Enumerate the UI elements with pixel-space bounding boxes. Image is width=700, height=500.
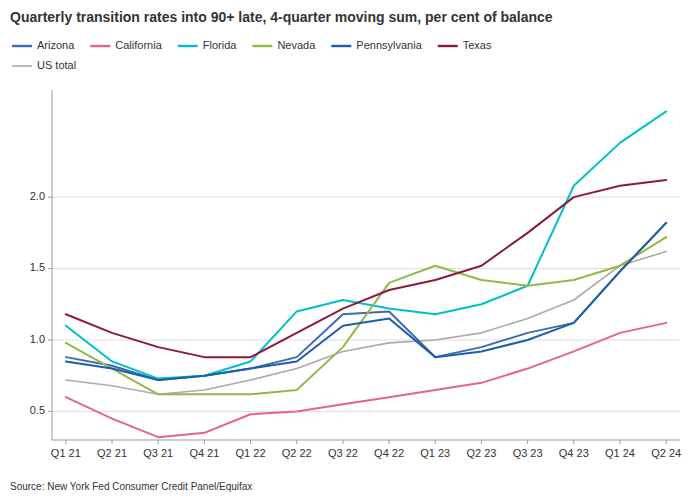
x-tick (158, 440, 159, 444)
grid-line (52, 197, 680, 198)
legend-label: Texas (463, 39, 492, 51)
legend-swatch (90, 45, 110, 47)
legend-swatch (12, 45, 32, 47)
x-tick (435, 440, 436, 444)
series-line (66, 223, 666, 380)
x-tick (204, 440, 205, 444)
x-tick-label: Q1 23 (420, 447, 450, 459)
lines (66, 111, 666, 437)
x-tick-label: Q3 21 (143, 447, 173, 459)
y-axis-line (52, 90, 53, 440)
legend-swatch (178, 45, 198, 47)
x-tick-label: Q2 22 (282, 447, 312, 459)
series-line (66, 180, 666, 357)
x-tick (296, 440, 297, 444)
x-tick (65, 440, 66, 444)
y-tick-label: 0.5 (30, 404, 45, 416)
x-axis-line (52, 440, 680, 441)
x-tick (112, 440, 113, 444)
x-tick (619, 440, 620, 444)
x-tick-label: Q1 21 (51, 447, 81, 459)
y-tick-label: 1.0 (30, 333, 45, 345)
legend-label: Arizona (37, 39, 75, 51)
legend-swatch (331, 45, 351, 47)
x-tick-label: Q4 22 (374, 447, 404, 459)
legend-swatch (438, 45, 458, 47)
series-line (66, 223, 666, 380)
x-tick-label: Q4 23 (559, 447, 589, 459)
x-tick-label: Q1 24 (605, 447, 635, 459)
y-tick (48, 197, 52, 198)
x-tick (389, 440, 390, 444)
grid-line (52, 268, 680, 269)
y-tick (48, 340, 52, 341)
background (0, 0, 700, 500)
chart: Quarterly transition rates into 90+ late… (0, 0, 700, 500)
series-line (66, 237, 666, 394)
x-tick-label: Q4 21 (189, 447, 219, 459)
x-tick (666, 440, 667, 444)
series-line (66, 111, 666, 378)
legend-label: US total (37, 59, 76, 71)
source-note: Source: New York Fed Consumer Credit Pan… (10, 481, 252, 492)
x-tick-label: Q3 23 (513, 447, 543, 459)
y-tick-label: 2.0 (30, 190, 45, 202)
x-tick-label: Q3 22 (328, 447, 358, 459)
legend: Arizona California Florida Nevada Pennsylvan… (12, 39, 492, 71)
legend-label: Nevada (277, 39, 316, 51)
x-tick-label: Q2 24 (651, 447, 681, 459)
x-tick (342, 440, 343, 444)
legend-swatch (12, 65, 32, 67)
legend-label: Florida (203, 39, 238, 51)
y-tick-label: 1.5 (30, 261, 45, 273)
x-tick (250, 440, 251, 444)
x-tick (481, 440, 482, 444)
x-tick-label: Q1 22 (236, 447, 266, 459)
legend-label: Pennsylvania (356, 39, 422, 51)
x-tick-labels: Q1 21 Q2 21 Q3 21 Q4 21 Q1 22 Q2 22 Q3 22 Q4 22… (51, 440, 681, 459)
legend-swatch (252, 45, 272, 47)
legend-label: California (115, 39, 162, 51)
grid-line (52, 340, 680, 341)
title: Quarterly transition rates into 90+ late… (10, 9, 553, 25)
x-tick-label: Q2 23 (466, 447, 496, 459)
y-tick (48, 268, 52, 269)
x-tick (527, 440, 528, 444)
y-tick (48, 411, 52, 412)
x-tick (573, 440, 574, 444)
y-tick-labels: 0.5 1.0 1.5 2.0 (30, 190, 52, 416)
x-tick-label: Q2 21 (97, 447, 127, 459)
grid-line (52, 411, 680, 412)
